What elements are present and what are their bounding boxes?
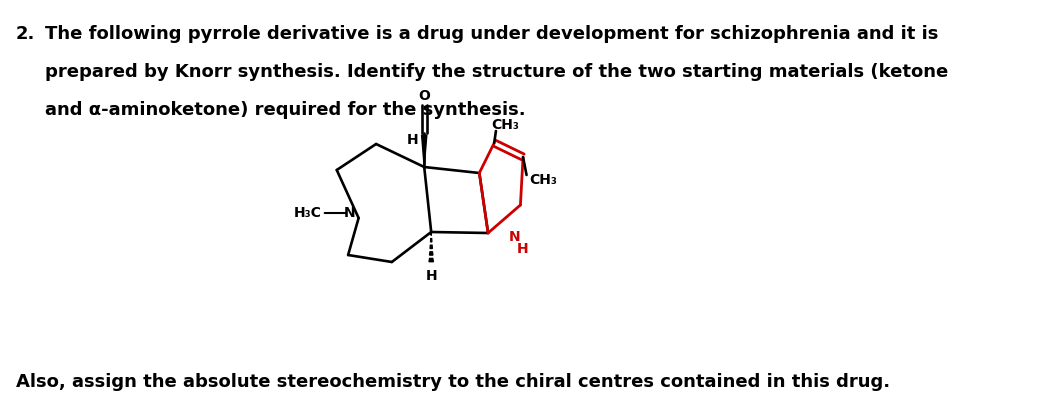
Polygon shape (430, 245, 433, 249)
Text: CH₃: CH₃ (529, 173, 558, 187)
Text: CH₃: CH₃ (492, 118, 520, 132)
Text: H₃C: H₃C (294, 206, 322, 220)
Text: H: H (425, 269, 437, 283)
Text: H: H (518, 242, 529, 256)
Text: N: N (344, 206, 355, 220)
Text: The following pyrrole derivative is a drug under development for schizophrenia a: The following pyrrole derivative is a dr… (45, 25, 939, 43)
Text: H: H (407, 133, 418, 147)
Polygon shape (431, 239, 432, 242)
Polygon shape (421, 135, 427, 167)
Text: O: O (418, 89, 430, 103)
Text: Also, assign the absolute stereochemistry to the chiral centres contained in thi: Also, assign the absolute stereochemistr… (16, 373, 890, 391)
Polygon shape (430, 252, 433, 255)
Text: N: N (508, 230, 520, 244)
Text: 2.: 2. (16, 25, 36, 43)
Polygon shape (429, 259, 434, 262)
Text: and α-aminoketone) required for the synthesis.: and α-aminoketone) required for the synt… (45, 101, 526, 119)
Text: prepared by Knorr synthesis. Identify the structure of the two starting material: prepared by Knorr synthesis. Identify th… (45, 63, 948, 81)
